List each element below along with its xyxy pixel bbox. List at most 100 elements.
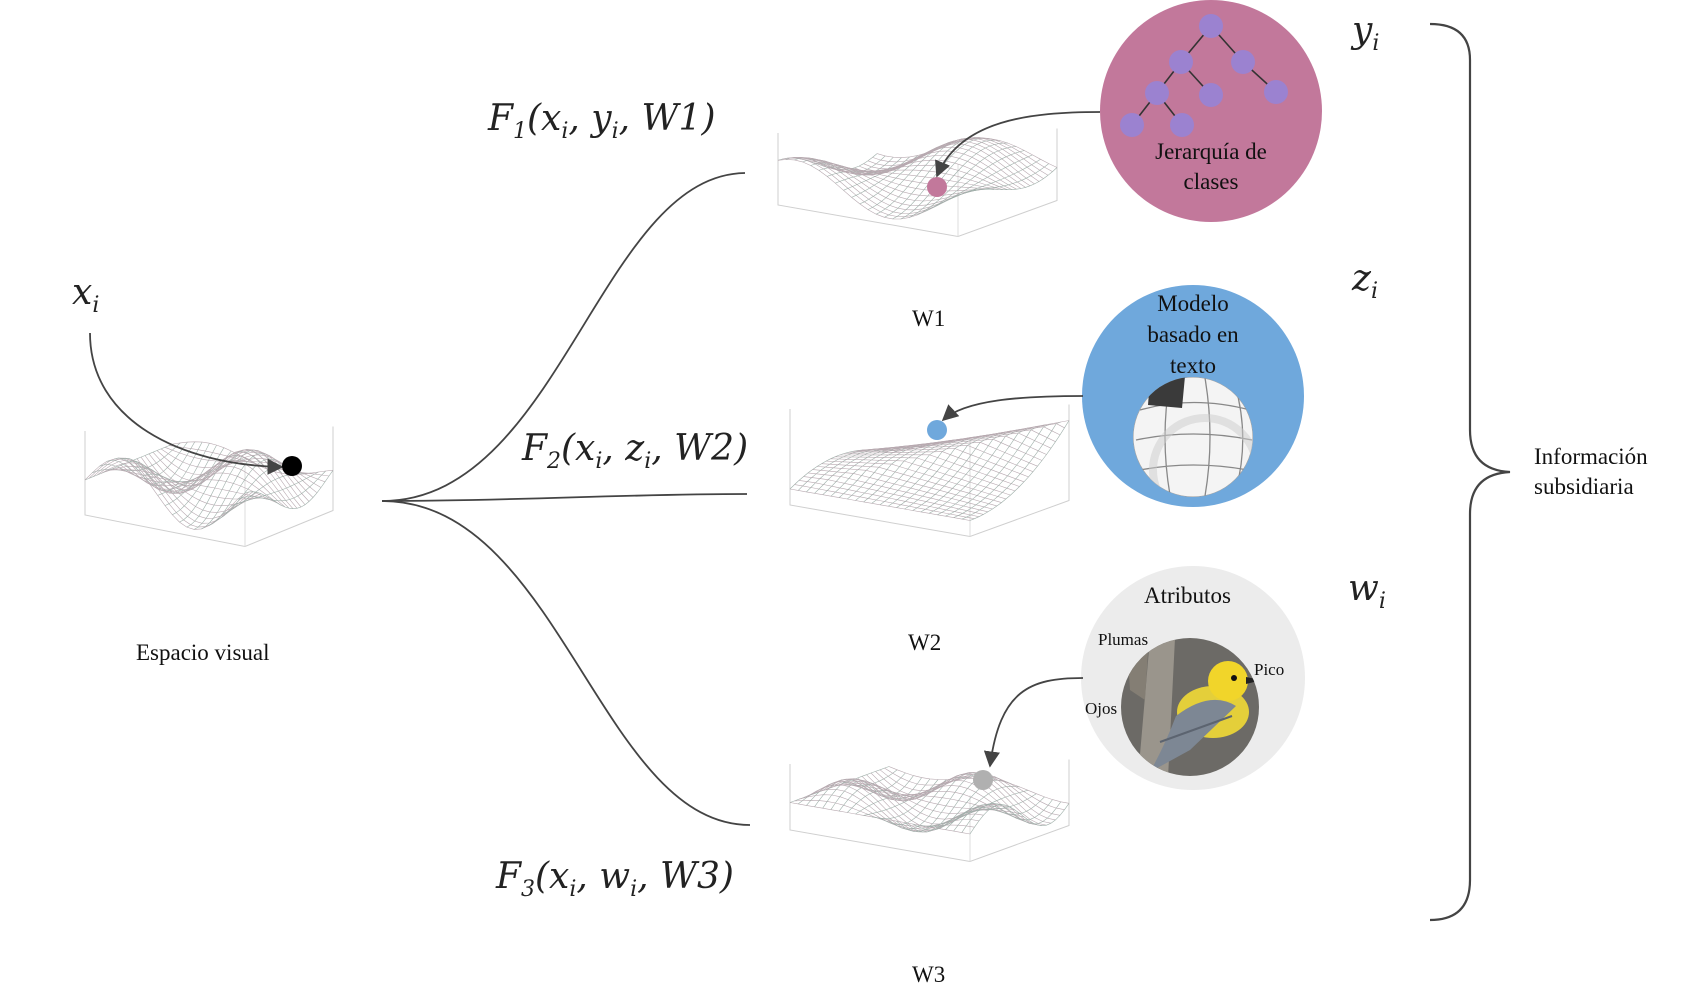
mesh-line (872, 137, 1053, 172)
w1-point (927, 177, 947, 197)
f3-mid: , w (576, 856, 631, 897)
mesh-line (888, 420, 1070, 454)
mesh-line (920, 785, 1020, 828)
mesh-line (803, 476, 984, 515)
xi-label: xi (72, 272, 99, 318)
mesh-line (798, 794, 980, 829)
tree-nodes (1120, 14, 1288, 137)
f1-formula: F1(xi, yi, W1) (488, 98, 716, 144)
wi-var: w (1348, 568, 1379, 609)
mesh-line (244, 470, 334, 510)
tree-node (1169, 50, 1193, 74)
bird-photo-icon (1121, 638, 1259, 776)
text-model-arrow (941, 395, 1084, 422)
mesh-line (900, 139, 1000, 220)
mesh-line (789, 449, 890, 490)
mesh-line (925, 150, 1025, 212)
w2-surface-plot (789, 404, 1070, 538)
w1-surface-plot (777, 128, 1058, 238)
mesh-line (172, 441, 334, 475)
f2-fn-sub: 2 (546, 449, 561, 475)
f1-fn-sub: 1 (512, 119, 527, 145)
mesh-line (858, 139, 1040, 182)
mesh-line (863, 137, 1044, 179)
mesh-line (908, 142, 1008, 218)
f1-tail: , W1) (618, 98, 716, 139)
text-model-line2: basado en (1147, 322, 1239, 347)
mesh-line (852, 445, 1034, 472)
f1-args-sub: i (561, 119, 569, 145)
wikipedia-globe-icon (1133, 377, 1253, 497)
tree-node (1145, 81, 1169, 105)
yi-label: yi (1352, 10, 1379, 56)
branch-connector-3 (381, 500, 751, 826)
wi-sub: i (1378, 589, 1386, 615)
mesh-line (953, 799, 1053, 832)
mesh-line (843, 451, 1025, 483)
text-model-label: Modelo basado en texto (1113, 288, 1273, 381)
mesh-line (920, 429, 1020, 513)
f2-mid: , z (602, 428, 645, 469)
tree-node (1199, 14, 1223, 38)
mesh-line (866, 435, 1047, 455)
mesh-line (912, 430, 1012, 511)
yi-sub: i (1372, 31, 1380, 57)
mesh-line (128, 460, 290, 509)
f2-fn: F (522, 428, 547, 469)
branch-connector-2 (381, 493, 748, 502)
xi-arrow (89, 332, 284, 475)
f2-args: (x (560, 428, 596, 469)
tree-node (1170, 113, 1194, 137)
f2-formula: F2(xi, zi, W2) (522, 428, 748, 474)
tree-node (1264, 80, 1288, 104)
w2-label: W2 (908, 630, 942, 655)
mesh-line (953, 423, 1053, 518)
mesh-line (867, 137, 1049, 176)
mesh-line (879, 769, 1061, 816)
f1-fn: F (488, 98, 513, 139)
mesh-line (945, 796, 1045, 830)
f1-mid: , y (568, 98, 612, 139)
tree-node (1120, 113, 1144, 137)
beak-label: Pico (1254, 660, 1285, 679)
mesh-line (168, 445, 330, 477)
subsidiary-info-line1: Información (1534, 444, 1648, 469)
wi-label: wi (1348, 568, 1386, 614)
hierarchy-arrow (935, 111, 1101, 178)
mesh-line (839, 454, 1020, 487)
f3-tail: , W3) (637, 856, 734, 897)
f3-args: (x (534, 856, 570, 897)
mesh-line (961, 801, 1062, 833)
f3-fn: F (496, 856, 521, 897)
mesh-line (912, 779, 1012, 831)
f2-tail: , W2) (651, 428, 749, 469)
f3-formula: F3(xi, wi, W3) (496, 856, 734, 902)
mesh-line (230, 471, 319, 507)
mesh-line (961, 421, 1061, 520)
mesh-line (879, 773, 980, 825)
mesh-line (969, 420, 1070, 521)
mesh-line (916, 146, 1017, 216)
w3-surface-plot (789, 759, 1070, 863)
f1-args: (x (526, 98, 562, 139)
attributes-title: Atributos (1144, 583, 1231, 608)
xi-var: x (72, 272, 93, 313)
hierarchy-label-line2: clases (1183, 169, 1239, 194)
zi-label: zi (1352, 258, 1378, 304)
mesh-line (870, 772, 1052, 824)
visual-space-surface-plot (84, 426, 334, 548)
f2-args-sub: i (595, 449, 603, 475)
mesh-line (937, 793, 1037, 829)
mesh-line (866, 773, 1047, 826)
right-brace (1429, 22, 1511, 922)
f2-mid-sub: i (644, 449, 652, 475)
mesh-line (969, 803, 1070, 835)
mesh-line (957, 167, 1058, 196)
f3-mid-sub: i (630, 877, 638, 903)
w3-point (973, 770, 993, 790)
w2-point (927, 420, 947, 440)
mesh-line (884, 423, 1065, 453)
tree-node (1231, 50, 1255, 74)
w1-label: W1 (912, 306, 946, 331)
